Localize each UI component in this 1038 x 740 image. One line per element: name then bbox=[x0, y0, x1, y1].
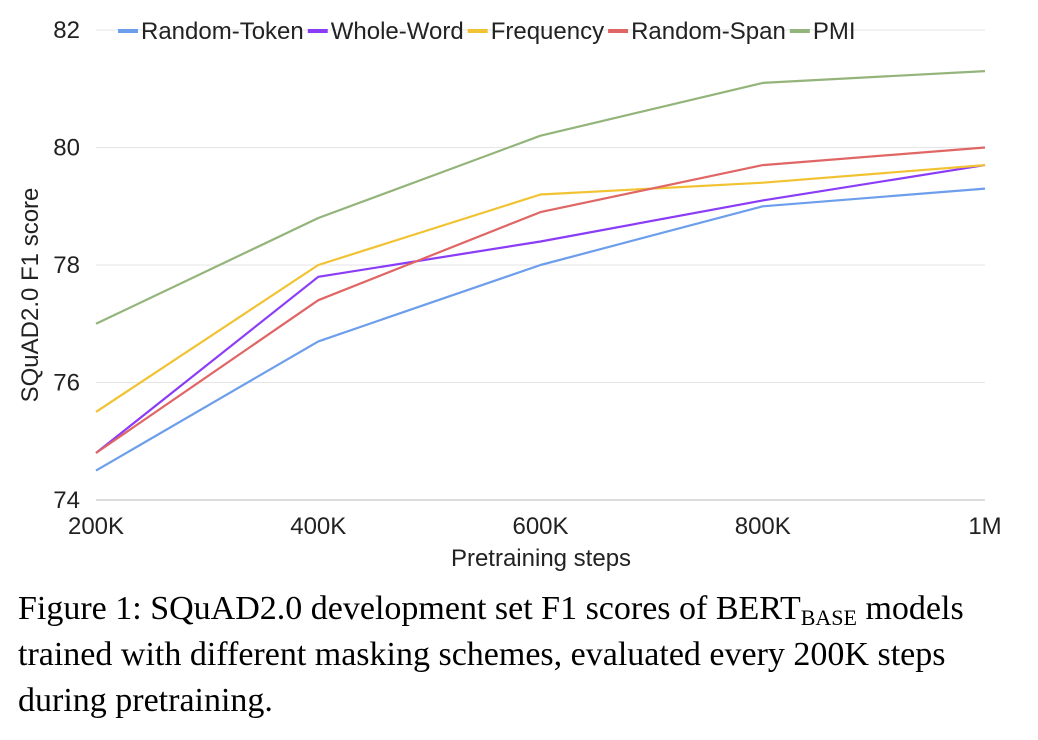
series-lines bbox=[95, 70, 986, 472]
legend-label-random-token: Random-Token bbox=[141, 18, 304, 45]
y-tick-label: 74 bbox=[53, 487, 80, 514]
line-chart: 74 76 78 80 82 200K 400K 600K 800K 1M Random-Tok… bbox=[17, 17, 1002, 572]
legend-label-random-span: Random-Span bbox=[631, 18, 786, 45]
series-line-frequency bbox=[95, 164, 986, 413]
x-tick-label: 200K bbox=[68, 513, 124, 540]
y-tick-label: 82 bbox=[53, 17, 80, 44]
x-tick-label: 1M bbox=[968, 513, 1001, 540]
y-tick-label: 80 bbox=[53, 135, 80, 162]
series-line-random-span bbox=[95, 146, 986, 454]
y-axis-title: SQuAD2.0 F1 score bbox=[17, 188, 44, 403]
legend-label-frequency: Frequency bbox=[491, 18, 604, 45]
x-tick-label: 400K bbox=[290, 513, 346, 540]
series-line-whole-word bbox=[95, 164, 986, 454]
caption-suffix: models trained with different masking sc… bbox=[18, 590, 964, 719]
series-line-random-token bbox=[95, 187, 986, 472]
x-tick-label: 600K bbox=[512, 513, 568, 540]
caption-subscript: BASE bbox=[800, 605, 857, 630]
legend-label-pmi: PMI bbox=[813, 18, 856, 45]
y-tick-label: 78 bbox=[53, 252, 80, 279]
figure-caption: Figure 1: SQuAD2.0 development set F1 sc… bbox=[18, 586, 1008, 724]
y-axis-ticks: 74 76 78 80 82 bbox=[53, 17, 80, 514]
x-axis-title: Pretraining steps bbox=[451, 545, 631, 572]
series-line-pmi bbox=[95, 70, 986, 325]
caption-prefix: Figure 1: SQuAD2.0 development set F1 sc… bbox=[18, 590, 801, 627]
y-tick-label: 76 bbox=[53, 370, 80, 397]
legend: Random-Token Whole-Word Frequency Random-Sp… bbox=[118, 18, 856, 45]
x-axis-ticks: 200K 400K 600K 800K 1M bbox=[68, 513, 1002, 540]
legend-label-whole-word: Whole-Word bbox=[331, 18, 464, 45]
x-tick-label: 800K bbox=[735, 513, 791, 540]
